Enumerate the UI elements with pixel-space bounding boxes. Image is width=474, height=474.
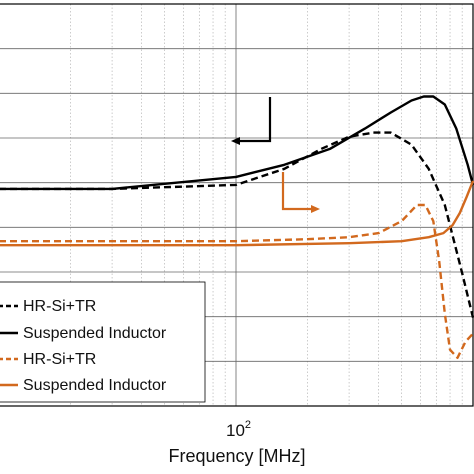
left-axis-arrow [236,97,272,143]
series-line-1 [0,131,474,318]
x-tick-label-100: 102 [226,419,251,440]
plot-area-frame [0,3,474,407]
x-axis-label: Frequency [MHz] [168,446,305,466]
annotation-layer [231,97,320,213]
series-layer [0,95,474,359]
legend-label: Suspended Inductor [23,325,167,342]
series-line-2 [0,95,474,191]
right-axis-arrow [281,172,315,211]
legend-label: HR-Si+TR [23,351,96,368]
left-axis-arrowhead [231,137,240,145]
legend-box [0,281,206,403]
right-axis-arrowhead [311,205,320,213]
x-tick-exponent: 2 [245,419,251,431]
legend-label: HR-Si+TR [23,298,96,315]
series-line-3 [0,203,474,359]
legend: HR-Si+TR Suspended Inductor HR-Si+TR Suspen… [0,281,206,403]
series-line-4 [0,180,474,247]
legend-label: Suspended Inductor [23,377,167,394]
